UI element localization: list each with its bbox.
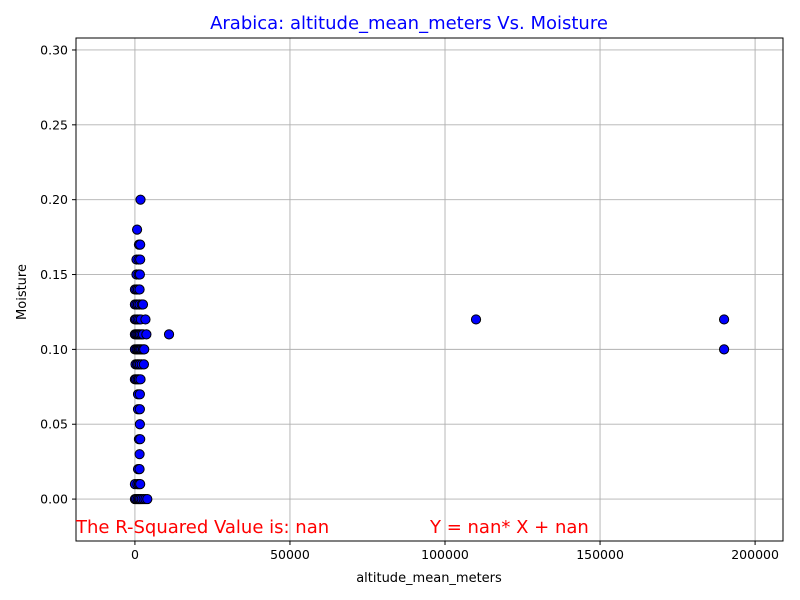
- regression-equation-annotation: Y = nan* X + nan: [429, 517, 589, 538]
- y-tick-label: 0.25: [40, 117, 68, 132]
- y-tick-label: 0.20: [40, 192, 68, 207]
- data-point: [134, 464, 145, 475]
- x-tick-label: 100000: [421, 547, 469, 562]
- data-point: [134, 269, 145, 280]
- data-point: [718, 314, 730, 325]
- data-point: [140, 314, 151, 325]
- data-point: [163, 329, 175, 340]
- x-axis-ticks: 0 50000 100000 150000 200000: [131, 541, 779, 562]
- plot-frame: [75, 37, 784, 542]
- r-squared-annotation: The R-Squared Value is: nan: [75, 517, 329, 538]
- data-point: [131, 224, 143, 235]
- data-point: [141, 329, 152, 340]
- x-tick-label: 200000: [731, 547, 779, 562]
- x-tick-label: 0: [131, 547, 139, 562]
- data-point: [137, 299, 149, 310]
- data-point: [718, 344, 730, 355]
- y-tick-label: 0.30: [40, 42, 68, 57]
- data-point: [134, 449, 145, 460]
- y-tick-label: 0.00: [40, 492, 68, 507]
- y-tick-label: 0.10: [40, 342, 68, 357]
- data-point: [139, 344, 150, 355]
- grid: [76, 38, 783, 541]
- data-point: [134, 389, 145, 400]
- data-point: [134, 404, 145, 415]
- data-point: [135, 479, 146, 490]
- data-point: [135, 239, 146, 250]
- data-point: [470, 314, 482, 325]
- x-tick-label: 150000: [576, 547, 624, 562]
- data-point: [138, 359, 150, 370]
- data-point: [134, 419, 145, 430]
- data-point: [135, 434, 146, 445]
- y-axis-ticks: 0.00 0.05 0.10 0.15 0.20 0.25 0.30: [40, 42, 76, 507]
- x-tick-label: 50000: [270, 547, 310, 562]
- data-point: [135, 194, 146, 205]
- chart-title: Arabica: altitude_mean_meters Vs. Moistu…: [210, 13, 608, 34]
- data-point: [135, 374, 146, 385]
- data-points: [129, 194, 730, 505]
- x-axis-label: altitude_mean_meters: [356, 571, 502, 586]
- y-axis-label: Moisture: [15, 264, 30, 320]
- y-tick-label: 0.05: [40, 417, 68, 432]
- y-tick-label: 0.15: [40, 267, 68, 282]
- data-point: [134, 284, 145, 295]
- data-point: [135, 254, 146, 265]
- data-point: [142, 493, 153, 505]
